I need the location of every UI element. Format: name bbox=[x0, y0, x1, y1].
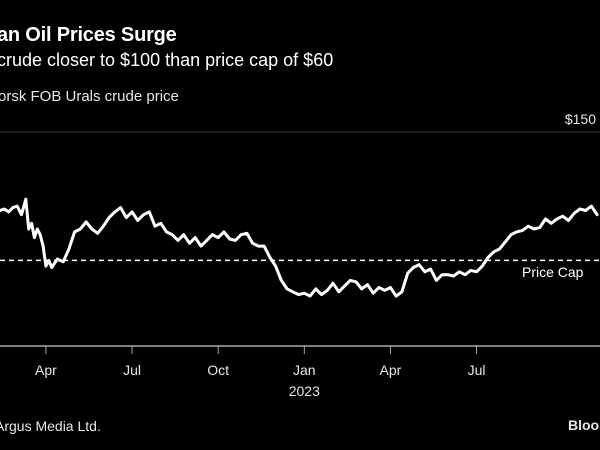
x-tick-label: Jul bbox=[468, 362, 486, 378]
series-line-urals bbox=[0, 197, 599, 298]
chart-subtitle: crude closer to $100 than price cap of $… bbox=[0, 50, 334, 70]
chart-title: an Oil Prices Surge bbox=[0, 24, 177, 46]
series-label: orsk FOB Urals crude price bbox=[0, 88, 179, 105]
brand-logo: Bloo bbox=[568, 417, 600, 433]
x-tick-label: Jul bbox=[123, 362, 141, 378]
source-note: Argus Media Ltd. bbox=[0, 418, 101, 434]
x-tick-label: Apr bbox=[35, 362, 57, 378]
year-label: 2023 bbox=[289, 383, 320, 399]
price-cap-label: Price Cap bbox=[522, 264, 584, 280]
x-tick-label: Apr bbox=[380, 362, 402, 378]
y-tick-label-150: $150 bbox=[565, 111, 596, 127]
x-tick-label: Jan bbox=[293, 362, 316, 378]
x-tick-label: Oct bbox=[207, 362, 229, 378]
